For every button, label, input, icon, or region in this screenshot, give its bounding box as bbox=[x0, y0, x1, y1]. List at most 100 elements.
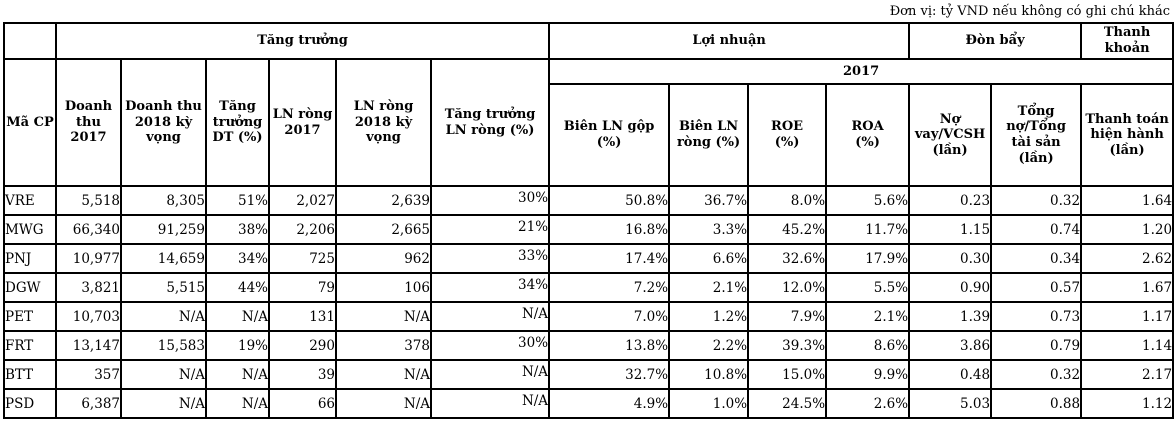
value-cell: N/A bbox=[429, 359, 551, 390]
ticker-cell: BTT bbox=[3, 359, 57, 390]
group-header-liquidity: Thanh khoản bbox=[1080, 22, 1175, 60]
value-cell: 30% bbox=[429, 330, 551, 361]
value-cell: 2.62 bbox=[1080, 243, 1175, 274]
value-cell: 0.57 bbox=[990, 272, 1083, 303]
value-cell: 17.9% bbox=[825, 243, 911, 274]
group-header-leverage: Đòn bẩy bbox=[908, 22, 1083, 60]
year-header-2017: 2017 bbox=[548, 58, 1175, 85]
value-cell: 3.86 bbox=[908, 330, 993, 361]
value-cell: 0.74 bbox=[990, 214, 1083, 245]
corner-spacer bbox=[3, 22, 57, 60]
table-row: DGW 3,821 5,515 44% 79 106 34% 7.2% 2.1% 12.0% 5.5… bbox=[3, 272, 1175, 303]
value-cell: 1.64 bbox=[1080, 185, 1175, 216]
column-header-net-margin: Biên LN ròng (%) bbox=[668, 83, 750, 187]
value-cell: 1.2% bbox=[668, 301, 750, 332]
value-cell: N/A bbox=[429, 388, 551, 419]
value-cell: 131 bbox=[268, 301, 337, 332]
value-cell: 45.2% bbox=[747, 214, 828, 245]
column-header-netprofit-growth: Tăng trưởng LN ròng (%) bbox=[429, 58, 551, 187]
value-cell: N/A bbox=[120, 301, 207, 332]
value-cell: 15,583 bbox=[120, 330, 207, 361]
value-cell: 357 bbox=[55, 359, 122, 390]
value-cell: 16.8% bbox=[548, 214, 671, 245]
group-header-row: Tăng trưởng Lợi nhuận Đòn bẩy Thanh khoả… bbox=[3, 22, 1175, 60]
value-cell: N/A bbox=[335, 301, 432, 332]
value-cell: 0.79 bbox=[990, 330, 1083, 361]
ticker-cell: PSD bbox=[3, 388, 57, 419]
value-cell: 4.9% bbox=[548, 388, 671, 419]
value-cell: 0.88 bbox=[990, 388, 1083, 419]
value-cell: N/A bbox=[335, 359, 432, 390]
column-header-revenue-2017: Doanh thu 2017 bbox=[55, 58, 122, 187]
value-cell: 1.12 bbox=[1080, 388, 1175, 419]
ticker-cell: FRT bbox=[3, 330, 57, 361]
value-cell: 5.5% bbox=[825, 272, 911, 303]
value-cell: 91,259 bbox=[120, 214, 207, 245]
value-cell: N/A bbox=[205, 301, 270, 332]
value-cell: 9.9% bbox=[825, 359, 911, 390]
value-cell: 32.7% bbox=[548, 359, 671, 390]
value-cell: 0.48 bbox=[908, 359, 993, 390]
value-cell: 0.32 bbox=[990, 185, 1083, 216]
ticker-cell: PNJ bbox=[3, 243, 57, 274]
value-cell: 7.2% bbox=[548, 272, 671, 303]
value-cell: 39 bbox=[268, 359, 337, 390]
value-cell: 290 bbox=[268, 330, 337, 361]
value-cell: N/A bbox=[120, 359, 207, 390]
value-cell: 50.8% bbox=[548, 185, 671, 216]
value-cell: 34% bbox=[205, 243, 270, 274]
table-row: FRT 13,147 15,583 19% 290 378 30% 13.8% 2.2% 39.3… bbox=[3, 330, 1175, 361]
value-cell: 8,305 bbox=[120, 185, 207, 216]
value-cell: 0.30 bbox=[908, 243, 993, 274]
value-cell: 1.39 bbox=[908, 301, 993, 332]
column-header-current-ratio: Thanh toán hiện hành (lần) bbox=[1080, 83, 1175, 187]
value-cell: N/A bbox=[205, 388, 270, 419]
value-cell: 1.17 bbox=[1080, 301, 1175, 332]
value-cell: 378 bbox=[335, 330, 432, 361]
table-row: PSD 6,387 N/A N/A 66 N/A N/A 4.9% 1.0% 24.5% 2.6% 5… bbox=[3, 388, 1175, 419]
value-cell: 3.3% bbox=[668, 214, 750, 245]
financial-metrics-table: Tăng trưởng Lợi nhuận Đòn bẩy Thanh khoả… bbox=[3, 22, 1175, 419]
value-cell: 66 bbox=[268, 388, 337, 419]
ticker-cell: DGW bbox=[3, 272, 57, 303]
value-cell: 5,518 bbox=[55, 185, 122, 216]
value-cell: N/A bbox=[120, 388, 207, 419]
value-cell: 1.67 bbox=[1080, 272, 1175, 303]
value-cell: 2.6% bbox=[825, 388, 911, 419]
value-cell: 2.1% bbox=[668, 272, 750, 303]
value-cell: 13,147 bbox=[55, 330, 122, 361]
group-header-profit: Lợi nhuận bbox=[548, 22, 911, 60]
value-cell: 39.3% bbox=[747, 330, 828, 361]
value-cell: 19% bbox=[205, 330, 270, 361]
value-cell: 44% bbox=[205, 272, 270, 303]
table-row: VRE 5,518 8,305 51% 2,027 2,639 30% 50.8% 36.7% 8… bbox=[3, 185, 1175, 216]
value-cell: 0.90 bbox=[908, 272, 993, 303]
table-body: VRE 5,518 8,305 51% 2,027 2,639 30% 50.8% 36.7% 8… bbox=[3, 185, 1175, 419]
value-cell: 1.15 bbox=[908, 214, 993, 245]
value-cell: 5,515 bbox=[120, 272, 207, 303]
column-header-roa: ROA (%) bbox=[825, 83, 911, 187]
value-cell: 21% bbox=[429, 214, 551, 245]
column-header-debt-equity: Nợ vay/VCSH (lần) bbox=[908, 83, 993, 187]
value-cell: 2.1% bbox=[825, 301, 911, 332]
table-header: Tăng trưởng Lợi nhuận Đòn bẩy Thanh khoả… bbox=[3, 22, 1175, 187]
table-row: BTT 357 N/A N/A 39 N/A N/A 32.7% 10.8% 15.0% 9.9% 0… bbox=[3, 359, 1175, 390]
value-cell: 15.0% bbox=[747, 359, 828, 390]
value-cell: N/A bbox=[205, 359, 270, 390]
value-cell: 12.0% bbox=[747, 272, 828, 303]
value-cell: 0.34 bbox=[990, 243, 1083, 274]
column-header-netprofit-2017: LN ròng 2017 bbox=[268, 58, 337, 187]
value-cell: 66,340 bbox=[55, 214, 122, 245]
value-cell: 5.6% bbox=[825, 185, 911, 216]
value-cell: N/A bbox=[335, 388, 432, 419]
column-header-roe: ROE (%) bbox=[747, 83, 828, 187]
value-cell: 6,387 bbox=[55, 388, 122, 419]
value-cell: 10,703 bbox=[55, 301, 122, 332]
value-cell: 79 bbox=[268, 272, 337, 303]
value-cell: 2.2% bbox=[668, 330, 750, 361]
table-row: PNJ 10,977 14,659 34% 725 962 33% 17.4% 6.6% 32.6… bbox=[3, 243, 1175, 274]
value-cell: N/A bbox=[429, 301, 551, 332]
column-header-gross-margin: Biên LN gộp (%) bbox=[548, 83, 671, 187]
value-cell: 6.6% bbox=[668, 243, 750, 274]
